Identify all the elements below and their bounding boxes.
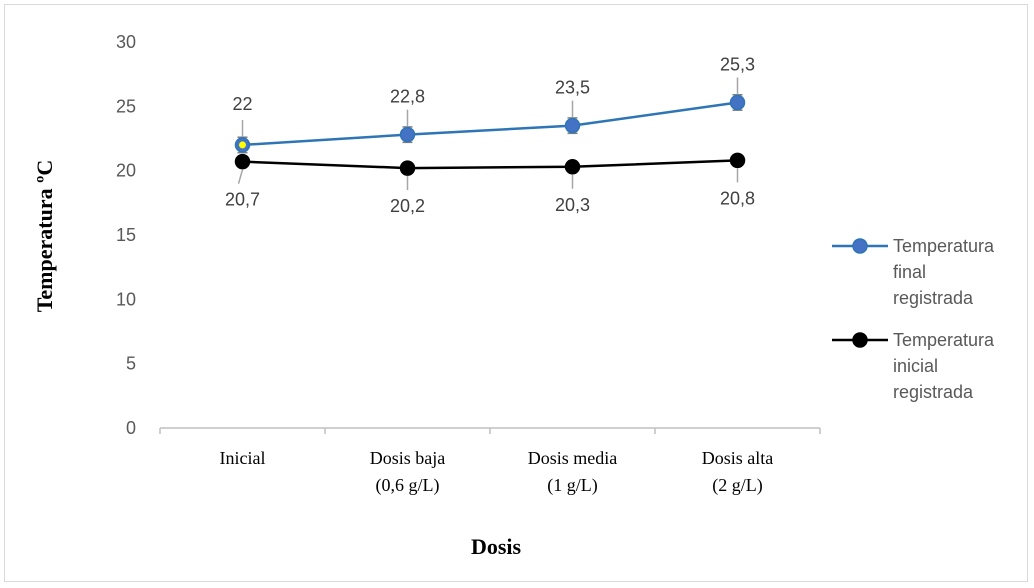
legend-label: Temperatura bbox=[893, 330, 995, 350]
data-point bbox=[234, 153, 251, 170]
x-category-label: Dosis baja bbox=[370, 448, 446, 468]
data-label: 22 bbox=[232, 94, 252, 114]
series-lines bbox=[242, 101, 738, 170]
x-axis-title: Dosis bbox=[471, 534, 522, 559]
y-tick-label: 5 bbox=[126, 354, 136, 374]
chart-frame bbox=[4, 4, 1028, 582]
legend-item: Temperatura final registrada bbox=[832, 236, 995, 308]
data-point bbox=[564, 159, 581, 175]
x-category-label: Dosis alta bbox=[702, 448, 774, 468]
y-tick-label: 15 bbox=[116, 225, 136, 245]
y-tick-label: 20 bbox=[116, 161, 136, 181]
data-point bbox=[729, 94, 746, 111]
data-point bbox=[729, 152, 746, 169]
data-label: 23,5 bbox=[555, 78, 590, 98]
series-line bbox=[242, 101, 738, 147]
data-label: 20,7 bbox=[225, 190, 260, 210]
legend-marker bbox=[852, 238, 868, 254]
legend: Temperatura final registrada Temperatura ini… bbox=[832, 236, 995, 402]
x-category-label: (2 g/L) bbox=[712, 475, 762, 496]
data-point bbox=[399, 126, 416, 143]
y-tick-label: 0 bbox=[126, 418, 136, 438]
y-axis-ticks: 0 5 10 15 20 25 30 bbox=[116, 32, 136, 438]
y-tick-label: 30 bbox=[116, 32, 136, 52]
x-axis-categories: Inicial Dosis baja (0,6 g/L) Dosis media (1 … bbox=[220, 448, 774, 496]
data-label: 20,3 bbox=[555, 195, 590, 215]
data-labels: 22 22,8 23,5 25,3 20,7 20,2 20,3 20,8 bbox=[225, 54, 755, 216]
x-category-label: Inicial bbox=[220, 448, 266, 468]
label-leader-lines bbox=[237, 77, 739, 191]
data-label: 25,3 bbox=[720, 54, 755, 74]
legend-label: inicial bbox=[893, 356, 938, 376]
data-label: 22,8 bbox=[390, 87, 425, 107]
y-axis-title: Temperatura ºC bbox=[32, 160, 57, 313]
data-label: 20,2 bbox=[390, 196, 425, 216]
series-markers bbox=[234, 94, 746, 176]
series-line bbox=[242, 159, 738, 170]
legend-label: Temperatura bbox=[893, 236, 995, 256]
data-point bbox=[399, 160, 416, 176]
y-tick-label: 10 bbox=[116, 289, 136, 309]
y-tick-label: 25 bbox=[116, 96, 136, 116]
legend-marker bbox=[852, 332, 868, 348]
label-leader-line bbox=[237, 169, 244, 184]
x-axis-tick-marks bbox=[159, 428, 821, 434]
legend-label: registrada bbox=[893, 382, 974, 402]
error-bars bbox=[237, 94, 743, 154]
x-category-label: (1 g/L) bbox=[547, 475, 597, 496]
data-label: 20,8 bbox=[720, 188, 755, 208]
legend-label: final bbox=[893, 262, 926, 282]
x-category-label: Dosis media bbox=[528, 448, 618, 468]
data-point bbox=[564, 117, 581, 134]
legend-item: Temperatura inicial registrada bbox=[832, 330, 995, 402]
legend-label: registrada bbox=[893, 288, 974, 308]
highlight-dot bbox=[239, 141, 246, 149]
x-category-label: (0,6 g/L) bbox=[376, 475, 440, 496]
